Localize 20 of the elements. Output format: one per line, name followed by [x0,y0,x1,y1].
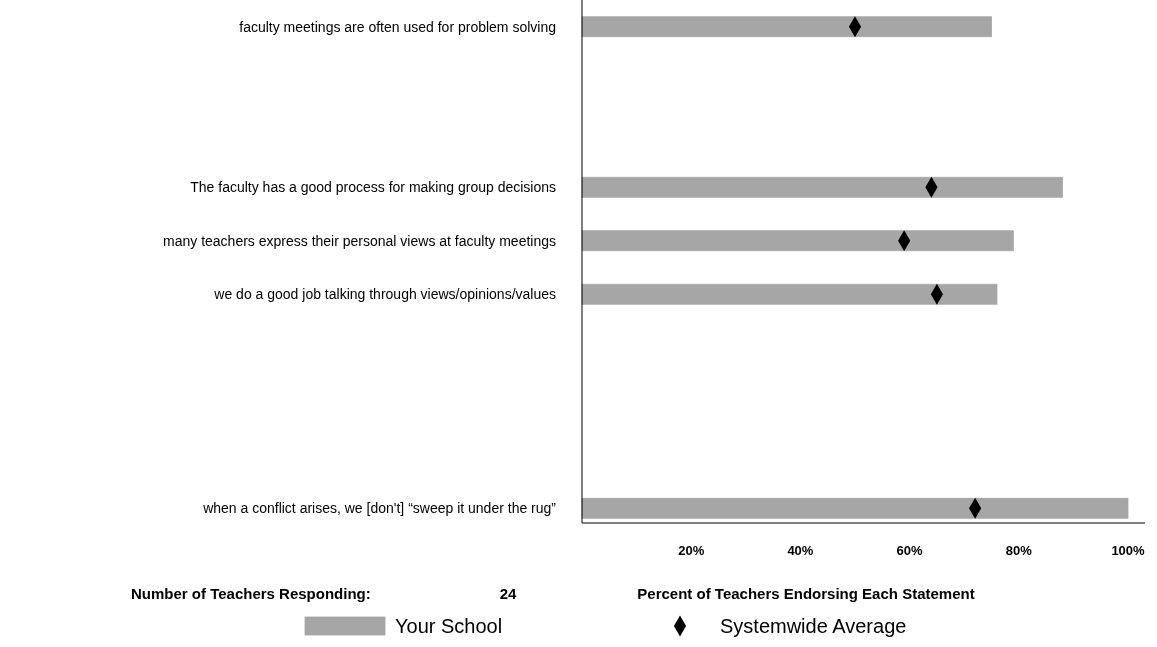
bar [581,176,1063,198]
legend-label: Your School [395,615,503,637]
text: Number of Teachers Responding: [131,585,371,602]
x-tick-label: 40% [787,543,814,558]
legend-label: Systemwide Average [720,615,907,637]
bar [581,283,998,305]
bar [581,497,1129,519]
y-tick-label: faculty meetings are often used for problem solving [239,18,556,35]
bar [581,230,1014,252]
y-tick-label: we do a good job talking through views/opinions/values [213,286,556,303]
text: 24 [499,585,517,602]
x-tick-label: 100% [1111,543,1146,558]
bar [581,16,992,38]
x-tick-label: 20% [678,543,705,558]
y-tick-label: many teachers express their personal views at faculty meetings [163,232,556,249]
y-tick-label: when a conflict arises, we [don't] “sweep it under the rug” [202,500,557,517]
x-axis-title: Percent of Teachers Endorsing Each Statement [637,585,975,602]
x-tick-label: 60% [896,543,924,558]
x-tick-label: 80% [1005,543,1033,558]
y-tick-label: The faculty has a good process for making group decisions [190,179,556,196]
